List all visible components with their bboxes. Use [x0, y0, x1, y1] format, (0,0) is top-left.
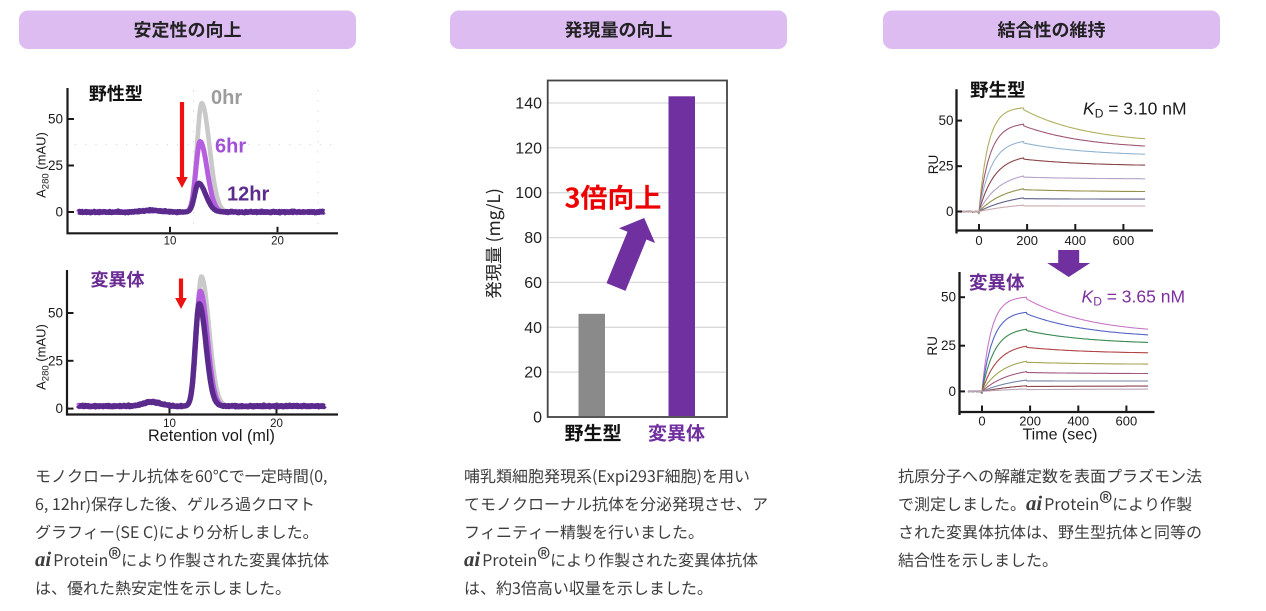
svg-text:0: 0: [533, 410, 542, 427]
svg-text:120: 120: [515, 140, 542, 157]
svg-text:10: 10: [163, 418, 176, 430]
svg-text:KD = 3.65 nM: KD = 3.65 nM: [1082, 287, 1186, 309]
svg-text:0: 0: [978, 414, 985, 429]
svg-text:25: 25: [941, 338, 956, 353]
svg-text:50: 50: [48, 112, 63, 127]
svg-text:0: 0: [948, 384, 956, 399]
svg-text:RU: RU: [926, 155, 941, 175]
svg-text:200: 200: [1016, 233, 1038, 248]
svg-text:600: 600: [1113, 233, 1135, 248]
svg-text:25: 25: [48, 353, 63, 368]
svg-text:50: 50: [48, 306, 63, 321]
svg-text:12hr: 12hr: [227, 184, 269, 206]
svg-text:6hr: 6hr: [215, 136, 246, 158]
svg-text:50: 50: [941, 290, 956, 305]
svg-text:Time (sec): Time (sec): [1023, 427, 1098, 444]
svg-text:50: 50: [938, 113, 953, 128]
svg-text:0: 0: [975, 233, 982, 248]
svg-text:400: 400: [1067, 414, 1089, 429]
svg-text:60: 60: [524, 275, 542, 292]
svg-text:Retention vol (ml): Retention vol (ml): [148, 427, 275, 445]
svg-text:100: 100: [515, 185, 542, 202]
svg-text:600: 600: [1116, 414, 1138, 429]
svg-text:0: 0: [55, 205, 63, 220]
svg-text:10: 10: [164, 236, 177, 248]
svg-text:400: 400: [1064, 233, 1086, 248]
svg-text:80: 80: [524, 230, 542, 247]
svg-text:RU: RU: [925, 336, 940, 356]
svg-text:20: 20: [524, 365, 542, 382]
svg-text:KD = 3.10 nM: KD = 3.10 nM: [1083, 99, 1187, 121]
svg-text:0: 0: [946, 204, 954, 219]
svg-text:140: 140: [515, 96, 542, 113]
svg-text:25: 25: [938, 159, 953, 174]
svg-text:20: 20: [271, 236, 284, 248]
svg-text:0hr: 0hr: [211, 87, 242, 109]
svg-text:200: 200: [1019, 414, 1041, 429]
svg-text:0: 0: [55, 401, 63, 416]
svg-text:40: 40: [524, 320, 542, 337]
svg-text:20: 20: [270, 418, 283, 430]
svg-text:25: 25: [48, 158, 63, 173]
